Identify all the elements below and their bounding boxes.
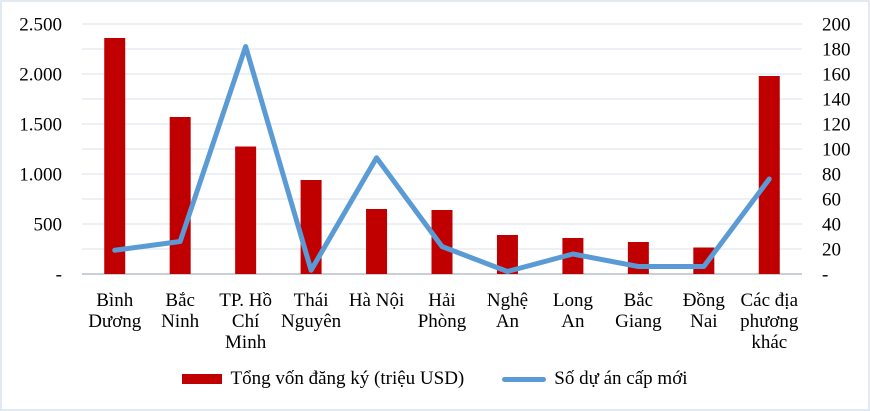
- bar: [104, 38, 126, 274]
- legend-bar-swatch-icon: [182, 374, 223, 384]
- y-axis-right-tick-label: 40: [822, 215, 841, 236]
- bar: [496, 235, 518, 274]
- y-axis-left-tick-label: 500: [34, 215, 63, 236]
- x-axis-category-label: Đồng Nai: [683, 290, 726, 332]
- combo-chart: - 500 1.000 1.500 2.000 2.500 - 20 40 60 80 100 120 1…: [19, 15, 851, 354]
- y-axis-right-tick-label: 140: [822, 90, 851, 111]
- x-axis-category-label: Hải Phòng: [418, 290, 467, 332]
- x-axis-category-label: Thái Nguyên: [281, 290, 342, 332]
- bar: [758, 76, 780, 274]
- y-axis-right-tick-label: 60: [822, 190, 841, 211]
- bar: [169, 117, 191, 274]
- bar: [235, 146, 257, 274]
- x-axis-category-label: Bình Dương: [88, 290, 142, 332]
- legend-line-swatch-icon: [502, 376, 547, 382]
- x-axis-category-label: Các địa phương khác: [740, 290, 799, 353]
- x-axis-category-label: Bắc Giang: [615, 290, 662, 332]
- y-axis-left-tick-label: 1.500: [19, 115, 62, 136]
- x-axis-category-label: Long An: [553, 290, 594, 332]
- legend-bar-label: Tổng vốn đăng ký (triệu USD): [230, 368, 465, 389]
- y-axis-right-tick-label: 160: [822, 65, 851, 86]
- y-axis-right-tick-label: 120: [822, 115, 851, 136]
- legend-line-label: Số dự án cấp mới: [554, 368, 688, 389]
- y-axis-left-tick-label: -: [56, 265, 62, 286]
- x-axis-category-label: Nghệ An: [487, 290, 528, 332]
- legend-item-bar: Tổng vốn đăng ký (triệu USD): [182, 368, 464, 390]
- x-axis-category-label: Hà Nội: [349, 290, 404, 311]
- y-axis-right-tick-label: 200: [822, 15, 851, 36]
- y-axis-left-tick-label: 2.500: [19, 15, 62, 36]
- bar: [366, 209, 388, 274]
- y-axis-right-tick-label: -: [822, 265, 828, 286]
- chart-legend: Tổng vốn đăng ký (triệu USD) Số dự án cấ…: [2, 368, 868, 390]
- y-axis-right-tick-label: 100: [822, 140, 851, 161]
- bar: [627, 242, 649, 274]
- y-axis-right-tick-label: 20: [822, 240, 841, 261]
- legend-item-line: Số dự án cấp mới: [502, 368, 688, 390]
- line-series: [112, 44, 772, 274]
- y-axis-right-tick-label: 80: [822, 165, 841, 186]
- y-axis-left-tick-label: 2.000: [19, 65, 62, 86]
- x-axis-category-label: TP. Hồ Chí Minh: [219, 290, 272, 353]
- bar: [431, 210, 453, 274]
- y-axis-left-tick-label: 1.000: [19, 165, 62, 186]
- y-axis-right-tick-label: 180: [822, 40, 851, 61]
- x-axis-category-label: Bắc Ninh: [161, 290, 200, 332]
